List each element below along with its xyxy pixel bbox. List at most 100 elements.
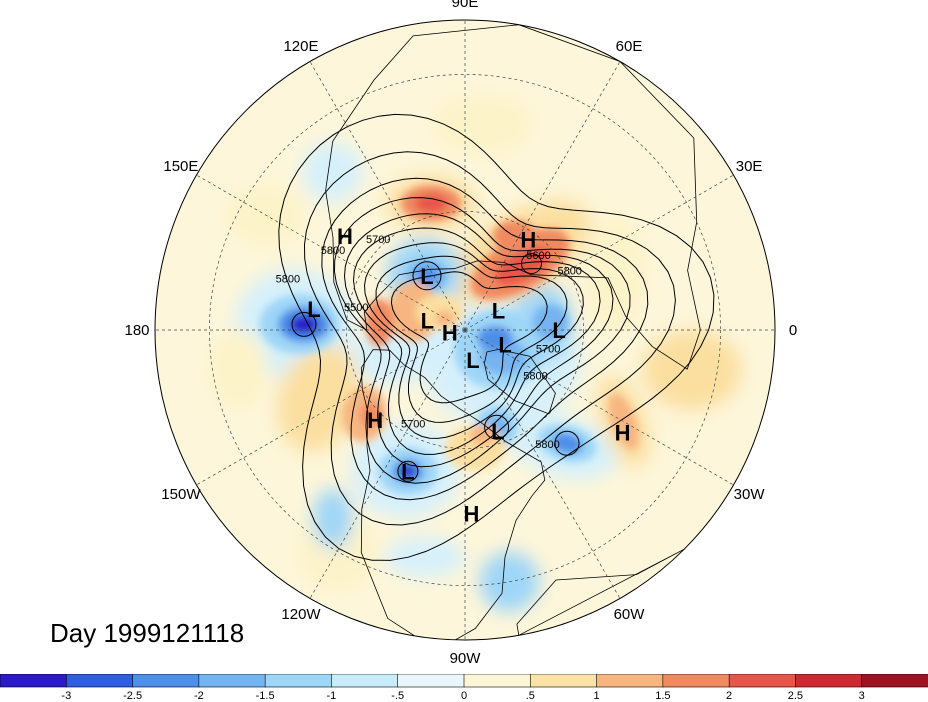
longitude-label: 30E (736, 158, 763, 175)
anomaly-blob (434, 310, 455, 327)
high-pressure-label: H (442, 321, 458, 346)
colorbar-tick-label: .5 (526, 690, 535, 702)
parallel (209, 74, 721, 586)
coastline (360, 349, 546, 640)
colorbar-swatch (662, 674, 730, 688)
map-boundary (154, 19, 776, 641)
coastline (483, 348, 556, 415)
anomaly-blob (642, 330, 742, 410)
colorbar-tick-label: -2.5 (123, 690, 142, 702)
colorbar-tick-label: 0 (461, 690, 467, 702)
colorbar-tick-label: -2 (194, 690, 204, 702)
colorbar-tick-label: 1 (594, 690, 600, 702)
low-pressure-label: L (401, 459, 414, 484)
low-pressure-label: L (492, 299, 505, 324)
meridian (464, 329, 621, 599)
longitude-label: 90E (452, 0, 479, 11)
meridian (464, 61, 621, 331)
meridian (464, 174, 734, 331)
low-pressure-label: L (421, 309, 434, 334)
longitude-label: 60E (616, 38, 643, 55)
anomaly-blob (302, 141, 363, 202)
contour-value-label: 5700 (366, 234, 390, 246)
high-pressure-label: H (367, 408, 383, 433)
colorbar-tick-label: 1.5 (655, 690, 670, 702)
low-pressure-label: L (307, 297, 320, 322)
colorbar-swatch (0, 674, 68, 688)
colorbar-tick-label: -.5 (391, 690, 404, 702)
meridian (196, 174, 466, 331)
longitude-labels: 90E 60E 30E 0 30W 60W 90W 120W 150W 180 150E 120E (124, 0, 797, 667)
contour-value-label: 5700 (401, 419, 425, 431)
colorbar-swatch (463, 674, 532, 688)
colorbar-swatch (132, 674, 200, 688)
anomaly-blob (417, 267, 437, 284)
anomaly-blob (551, 432, 583, 454)
low-pressure-label: L (420, 264, 433, 289)
contour-value-label: 5600 (526, 250, 550, 262)
colorbar-tick-label: 2 (726, 690, 732, 702)
contour-value-label: 5800 (535, 439, 559, 451)
anomaly-blob (433, 94, 533, 155)
anomaly-blob (532, 304, 569, 341)
contour-labels: 5700 5800 5600 5800 5800 5500 5800 5700 5700 5800 (276, 234, 582, 451)
longitude-label: 60W (614, 606, 646, 623)
colorbar-tick-label: 2.5 (788, 690, 803, 702)
anomaly-blob (290, 315, 318, 334)
longitude-label: 120W (281, 606, 321, 623)
closed-contour (291, 311, 317, 337)
contour-value-label: 5800 (557, 265, 581, 277)
coastline (516, 548, 685, 636)
colorbar-swatch (65, 674, 134, 688)
longitude-label: 150E (163, 158, 198, 175)
high-pressure-label: H (615, 420, 631, 445)
meridian (309, 61, 466, 331)
anomaly-blob (586, 214, 647, 335)
meridian (464, 329, 734, 486)
coastlines (325, 24, 701, 640)
closed-contour (397, 460, 419, 482)
low-pressure-label: L (466, 348, 479, 373)
colorbar-swatch (596, 674, 664, 688)
anomaly-blob (360, 402, 381, 427)
day-label: Day 1999121118 (50, 618, 245, 648)
colorbar-swatch (529, 674, 598, 688)
colorbar-swatch (264, 674, 333, 688)
longitude-label: 30W (734, 486, 766, 503)
colorbar-tick-label: 3 (859, 690, 865, 702)
contour-value-label: 5800 (276, 274, 300, 286)
closed-contour (554, 430, 580, 456)
closed-contour (484, 414, 510, 440)
meridian (309, 329, 466, 599)
low-pressure-label: L (498, 333, 511, 358)
height-contour (352, 227, 601, 455)
high-pressure-label: H (337, 224, 353, 249)
closed-contour (521, 253, 542, 274)
colorbar-swatch (331, 674, 399, 688)
colorbar-swatch (198, 674, 266, 688)
anomaly-blob (476, 326, 513, 350)
anomaly-blob (208, 330, 268, 410)
colorbar-swatch (795, 674, 863, 688)
colorbar-tick-label: -1.5 (256, 690, 275, 702)
closed-contour (412, 261, 442, 291)
anomaly-blob (276, 344, 362, 452)
contour-value-label: 5800 (321, 245, 345, 257)
contour-value-label: 5700 (536, 343, 560, 355)
anomaly-field (155, 20, 775, 640)
parallel (346, 211, 584, 449)
longitude-label: 150W (161, 486, 201, 503)
lat-lon-grid (155, 20, 775, 640)
low-pressure-label: L (491, 419, 504, 444)
anomaly-blob (400, 465, 415, 478)
coastline (325, 24, 701, 370)
colorbar-swatch (861, 674, 928, 688)
high-pressure-label: H (520, 228, 536, 253)
contour-value-label: 5500 (344, 302, 368, 314)
colorbar-tick-label: -1 (327, 690, 337, 702)
anomaly-blob (312, 488, 353, 549)
anomaly-blob (415, 194, 448, 213)
anomaly-blob (385, 537, 465, 577)
anomaly-blob (495, 246, 550, 286)
